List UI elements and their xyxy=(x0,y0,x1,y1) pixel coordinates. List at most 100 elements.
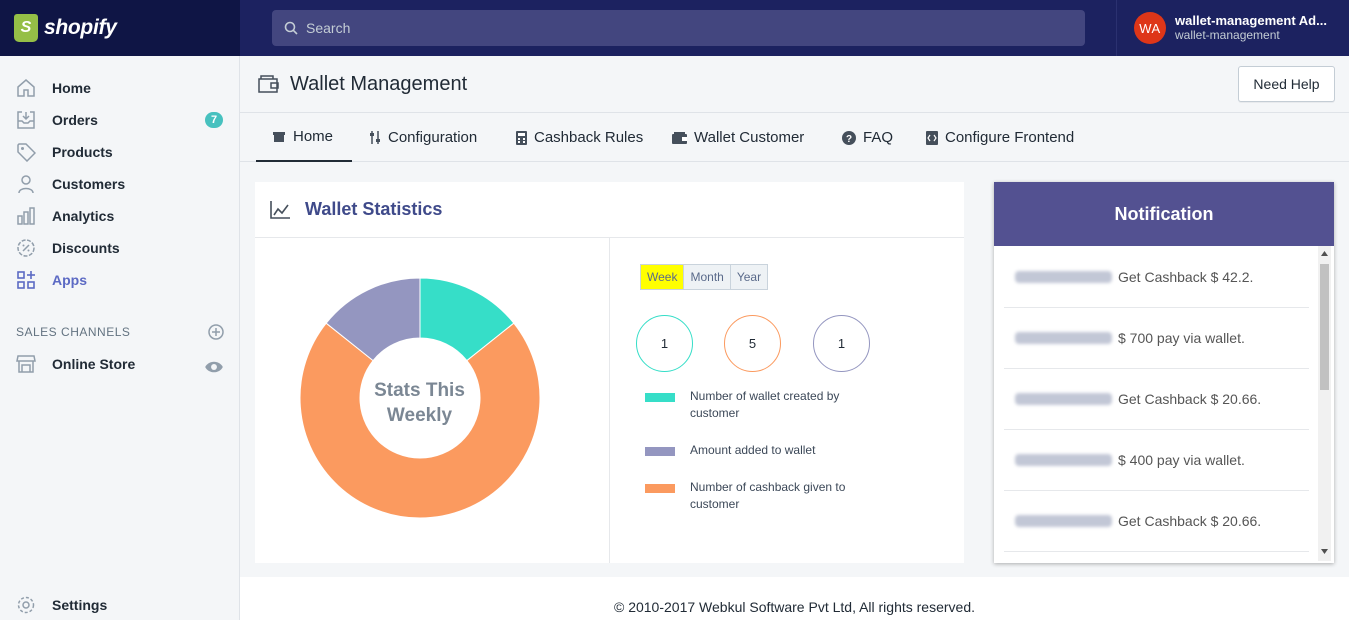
notification-title: Notification xyxy=(994,182,1334,246)
period-year-button[interactable]: Year xyxy=(729,265,768,289)
scrollbar-thumb[interactable] xyxy=(1320,264,1329,390)
tab-label: Wallet Customer xyxy=(694,129,805,146)
view-store-eye-icon[interactable] xyxy=(204,357,224,377)
tab-cashback-rules[interactable]: Cashback Rules xyxy=(516,113,643,162)
notification-item: Get Cashback $ 20.66. xyxy=(1004,491,1309,552)
gear-icon xyxy=(17,596,35,614)
sliders-icon xyxy=(370,131,380,144)
apps-icon xyxy=(17,271,35,289)
orders-icon xyxy=(17,111,35,129)
tab-faq[interactable]: ? FAQ xyxy=(842,113,893,162)
amount-added-count: 1 xyxy=(813,315,870,372)
notification-item: $ 700 pay via wallet. xyxy=(1004,308,1309,369)
home-icon xyxy=(17,79,35,97)
sidebar-item-label: Products xyxy=(52,144,113,160)
sidebar-item-label: Analytics xyxy=(52,208,115,224)
notification-text: Get Cashback $ 42.2. xyxy=(1118,269,1254,285)
code-icon xyxy=(926,130,938,145)
donut-slice xyxy=(325,278,421,362)
page-header: Wallet Management Need Help xyxy=(240,56,1349,113)
question-icon: ? xyxy=(842,130,856,145)
tab-configure-frontend[interactable]: Configure Frontend xyxy=(926,113,1074,162)
sidebar-item-settings[interactable]: Settings xyxy=(0,589,240,620)
blurred-customer-name xyxy=(1015,393,1112,405)
person-icon xyxy=(18,175,34,194)
app-tabs: Home Configuration Cashback Rules Wallet… xyxy=(240,113,1349,162)
tag-icon xyxy=(17,143,36,162)
need-help-button[interactable]: Need Help xyxy=(1238,66,1335,102)
sidebar-item-label: Customers xyxy=(52,176,126,192)
bar-chart-icon xyxy=(17,207,35,225)
discount-icon xyxy=(17,239,35,257)
legend-swatch xyxy=(645,393,675,402)
shopify-bag-icon: S xyxy=(14,14,38,42)
notification-text: Get Cashback $ 20.66. xyxy=(1118,513,1262,529)
sidebar-item-apps[interactable]: Apps xyxy=(0,264,240,296)
notification-scrollbar[interactable] xyxy=(1318,246,1331,561)
sidebar-item-label: Orders xyxy=(52,112,98,128)
tab-wallet-customer[interactable]: Wallet Customer xyxy=(672,113,804,162)
scroll-up-arrow-icon[interactable] xyxy=(1321,251,1328,256)
calculator-icon xyxy=(516,130,527,145)
sidebar-item-label: Settings xyxy=(52,597,108,613)
svg-text:?: ? xyxy=(846,134,852,145)
user-shop: wallet-management xyxy=(1175,28,1280,42)
legend-item: Amount added to wallet xyxy=(645,442,870,459)
sidebar-item-label: Discounts xyxy=(52,240,120,256)
legend-item: Number of wallet created by customer xyxy=(645,388,870,422)
sales-channels-heading: SALES CHANNELS xyxy=(16,324,224,340)
top-bar: S shopify Search WA wallet-management Ad… xyxy=(0,0,1349,56)
sales-channels-label: SALES CHANNELS xyxy=(16,325,131,339)
tab-configuration[interactable]: Configuration xyxy=(369,113,477,162)
notification-item: $ 400 pay via wallet. xyxy=(1004,430,1309,491)
search-input[interactable]: Search xyxy=(272,10,1085,46)
blurred-customer-name xyxy=(1015,515,1112,527)
sidebar-item-label: Apps xyxy=(52,272,87,288)
tab-label: Configuration xyxy=(388,129,478,146)
user-menu[interactable]: WA wallet-management Ad... wallet-manage… xyxy=(1116,0,1349,56)
shopify-logo[interactable]: S shopify xyxy=(0,0,240,56)
user-name: wallet-management Ad... xyxy=(1175,13,1327,28)
sidebar-item-products[interactable]: Products xyxy=(0,136,240,168)
sidebar: Home Orders 7 Products Customers Analyti… xyxy=(0,56,240,620)
legend-label: Number of wallet created by customer xyxy=(690,389,840,420)
tab-home[interactable]: Home xyxy=(256,113,352,162)
period-month-button[interactable]: Month xyxy=(683,265,730,289)
sidebar-item-orders[interactable]: Orders 7 xyxy=(0,104,240,136)
notification-panel: Notification Get Cashback $ 42.2. $ 700 … xyxy=(994,182,1334,563)
legend-item: Number of cashback given to customer xyxy=(645,479,870,513)
add-channel-icon[interactable] xyxy=(208,324,224,340)
store-icon xyxy=(273,131,285,142)
blurred-customer-name xyxy=(1015,271,1112,283)
footer: © 2010-2017 Webkul Software Pvt Ltd, All… xyxy=(240,577,1349,620)
sidebar-item-online-store[interactable]: Online Store xyxy=(0,348,240,380)
legend-label: Number of cashback given to customer xyxy=(690,480,846,511)
sidebar-item-customers[interactable]: Customers xyxy=(0,168,240,200)
notification-text: $ 400 pay via wallet. xyxy=(1118,452,1245,468)
stats-donut-chart xyxy=(300,278,540,518)
notification-text: Get Cashback $ 20.66. xyxy=(1118,391,1262,407)
tab-label: Home xyxy=(293,128,334,145)
sidebar-item-discounts[interactable]: Discounts xyxy=(0,232,240,264)
donut-slice xyxy=(300,322,540,518)
sidebar-item-home[interactable]: Home xyxy=(0,72,240,104)
sidebar-item-label: Home xyxy=(52,80,91,96)
scroll-down-arrow-icon[interactable] xyxy=(1321,549,1328,554)
avatar: WA xyxy=(1134,12,1166,44)
line-chart-icon xyxy=(270,200,290,219)
tab-label: Cashback Rules xyxy=(534,129,644,146)
card-title: Wallet Statistics xyxy=(305,199,443,219)
period-week-button[interactable]: Week xyxy=(641,265,684,289)
sidebar-item-label: Online Store xyxy=(52,356,136,372)
blurred-customer-name xyxy=(1015,332,1112,344)
orders-count-badge: 7 xyxy=(205,112,223,128)
divider xyxy=(609,238,610,563)
sidebar-item-analytics[interactable]: Analytics xyxy=(0,200,240,232)
notification-text: $ 700 pay via wallet. xyxy=(1118,330,1245,346)
legend-swatch xyxy=(645,484,675,493)
legend-swatch xyxy=(645,447,675,456)
store-icon xyxy=(16,355,36,373)
wallet-icon xyxy=(672,131,687,144)
notification-item: Get Cashback $ 42.2. xyxy=(1004,247,1309,308)
card-header: Wallet Statistics xyxy=(255,182,964,238)
